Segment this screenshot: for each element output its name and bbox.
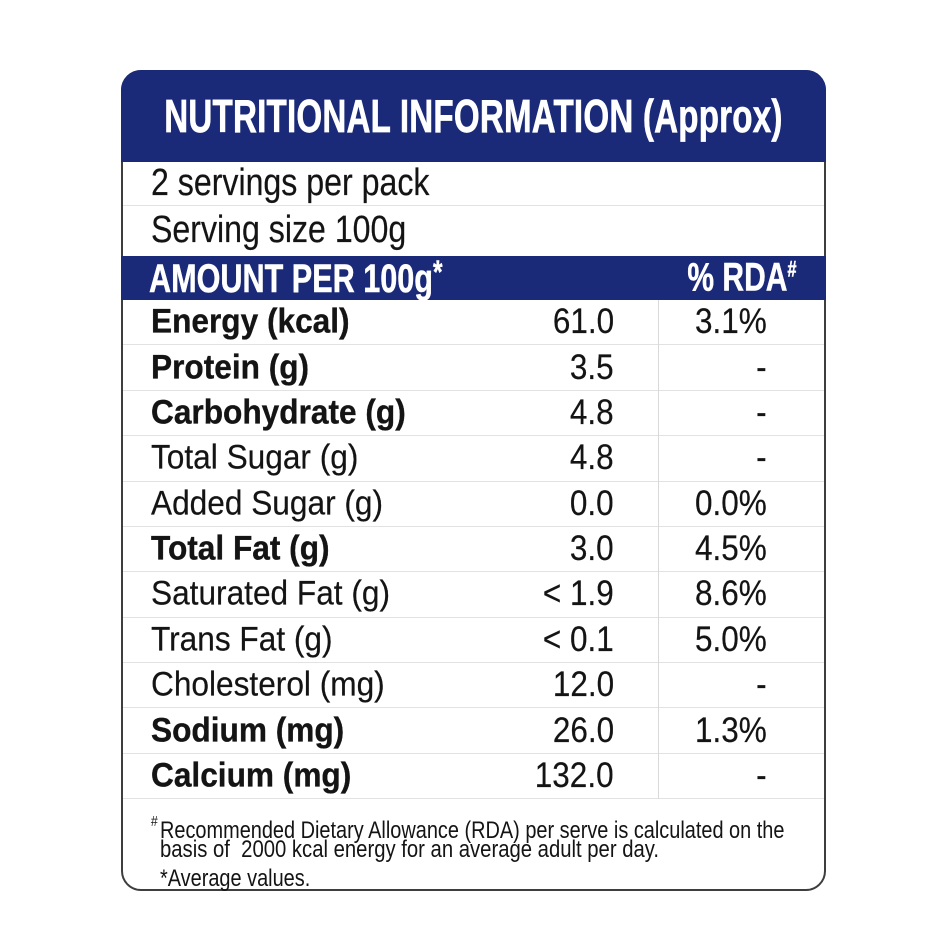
nutrient-row: Added Sugar (g) 0.0 0.0% — [123, 482, 824, 527]
nutrient-amount: 4.8 — [570, 392, 614, 432]
nutrient-name: Cholesterol (mg) — [151, 665, 385, 704]
servings-per-pack-row: 2 servings per pack — [123, 162, 824, 206]
nutrient-name: Saturated Fat (g) — [151, 574, 391, 613]
footnote-line-1: #Recommended Dietary Allowance (RDA) per… — [123, 808, 824, 844]
nutrient-rows: Energy (kcal) 61.0 3.1% Protein (g) 3.5 … — [123, 300, 824, 800]
nutrient-row: Total Fat (g) 3.0 4.5% — [123, 527, 824, 573]
nutrient-rda: - — [756, 665, 767, 705]
nutrient-row: Protein (g) 3.5 - — [123, 345, 824, 391]
nutrient-rda: - — [756, 347, 767, 387]
rda-column-header: % RDA# — [687, 255, 798, 300]
nutrient-name: Sodium (mg) — [151, 711, 345, 750]
nutrient-row: Saturated Fat (g) < 1.9 8.6% — [123, 572, 824, 618]
nutrient-rda: 5.0% — [694, 619, 767, 659]
nutrient-name: Total Fat (g) — [151, 529, 330, 568]
nutrient-name: Protein (g) — [151, 348, 310, 387]
nutrient-name: Energy (kcal) — [151, 302, 350, 341]
nutrient-name: Calcium (mg) — [151, 756, 352, 795]
servings-per-pack-text: 2 servings per pack — [151, 162, 430, 204]
nutrient-name: Carbohydrate (g) — [151, 393, 406, 432]
nutrient-amount: 61.0 — [552, 302, 614, 342]
label-title: NUTRITIONAL INFORMATION (Approx) — [164, 90, 783, 143]
nutrient-rda: - — [756, 755, 767, 795]
label-header: NUTRITIONAL INFORMATION (Approx) — [121, 70, 826, 162]
nutrient-row: Energy (kcal) 61.0 3.1% — [123, 300, 824, 346]
nutrient-row: Carbohydrate (g) 4.8 - — [123, 391, 824, 437]
nutrient-row: Trans Fat (g) < 0.1 5.0% — [123, 618, 824, 663]
footnote-hash-superscript: # — [150, 814, 158, 831]
nutrient-row: Total Sugar (g) 4.8 - — [123, 436, 824, 482]
nutrient-amount: 4.8 — [570, 438, 614, 478]
nutrient-rda: 1.3% — [694, 710, 767, 750]
column-separator — [657, 300, 659, 799]
footnote-line-3: *Average values. — [160, 864, 311, 892]
nutrient-name: Added Sugar (g) — [151, 484, 384, 523]
serving-size-row: Serving size 100g — [123, 206, 824, 256]
nutrient-rda: 3.1% — [694, 302, 767, 342]
nutrient-amount: 132.0 — [535, 755, 614, 795]
column-header-bar: AMOUNT PER 100g* % RDA# — [121, 253, 826, 302]
nutrient-amount: 3.5 — [570, 347, 614, 387]
nutrient-name: Total Sugar (g) — [151, 438, 359, 477]
nutrient-row: Calcium (mg) 132.0 - — [123, 754, 824, 800]
nutrient-rda: 4.5% — [694, 529, 767, 569]
footnote: #Recommended Dietary Allowance (RDA) per… — [123, 799, 824, 893]
asterisk-superscript: * — [432, 253, 443, 291]
footnote-line-2: basis of 2000 kcal energy for an average… — [160, 836, 660, 864]
nutrient-amount: 3.0 — [570, 529, 614, 569]
nutrition-label-card: NUTRITIONAL INFORMATION (Approx) 2 servi… — [121, 70, 826, 893]
nutrient-rda: 8.6% — [694, 574, 767, 614]
serving-size-text: Serving size 100g — [151, 209, 407, 252]
hash-superscript: # — [787, 256, 798, 282]
nutrient-amount: 12.0 — [552, 665, 614, 705]
nutrient-amount: 0.0 — [570, 483, 614, 523]
nutrient-name: Trans Fat (g) — [151, 620, 333, 659]
nutrient-rda: - — [756, 392, 767, 432]
nutrient-amount: < 0.1 — [543, 619, 614, 659]
amount-column-header: AMOUNT PER 100g* — [149, 253, 443, 302]
nutrient-amount: < 1.9 — [543, 574, 614, 614]
nutrient-rda: - — [756, 438, 767, 478]
nutrient-row: Sodium (mg) 26.0 1.3% — [123, 708, 824, 754]
nutrient-amount: 26.0 — [552, 710, 614, 750]
nutrient-rda: 0.0% — [694, 483, 767, 523]
nutrient-row: Cholesterol (mg) 12.0 - — [123, 663, 824, 709]
